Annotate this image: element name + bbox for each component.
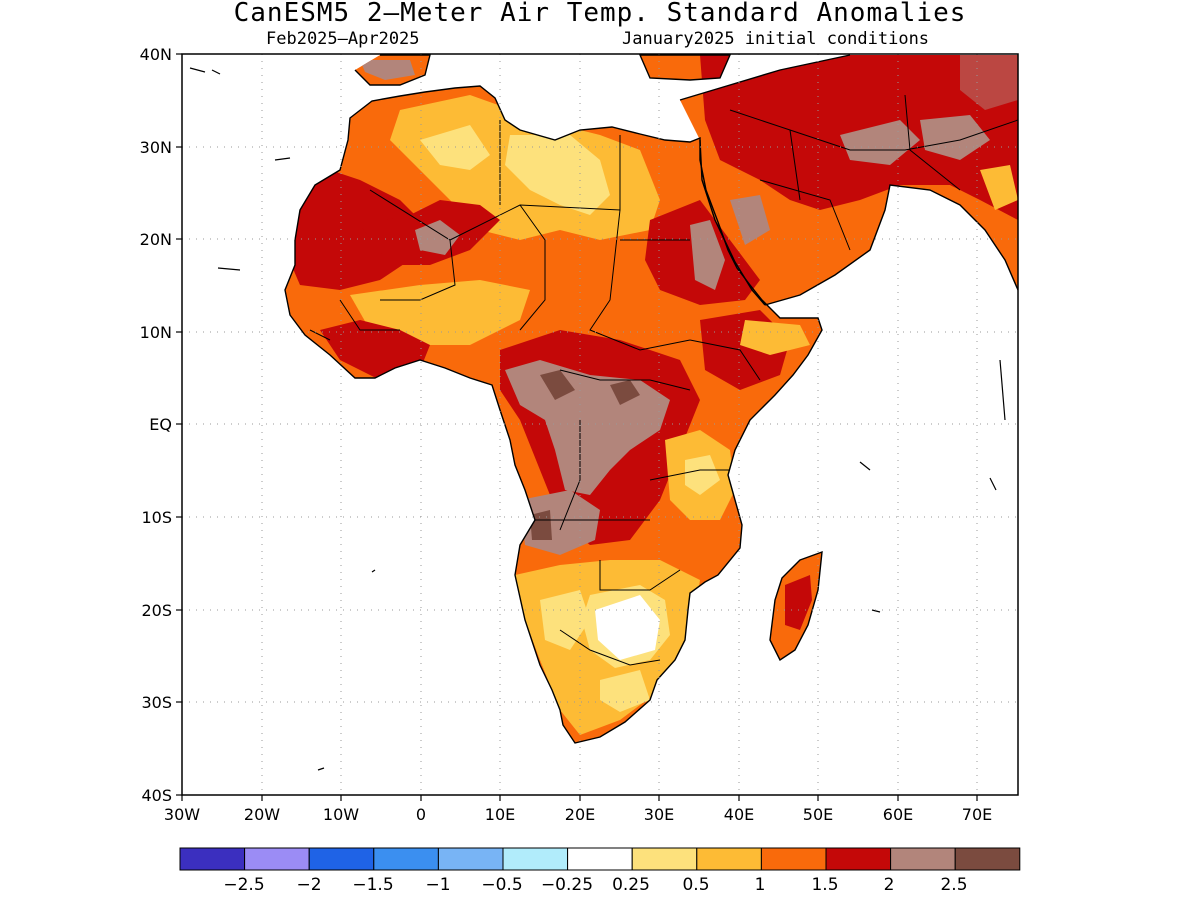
colorbar-swatch <box>631 847 698 871</box>
colorbar-label: 2 <box>884 875 895 895</box>
colorbar-swatch <box>179 847 246 871</box>
colorbar-swatch <box>567 847 633 871</box>
initial-conditions: January2025 initial conditions <box>622 29 930 49</box>
lat-label-10s: 10S <box>141 508 172 527</box>
colorbar-label: −0.5 <box>481 875 522 895</box>
colorbar-label: 1 <box>755 875 766 895</box>
lon-label-60e: 60E <box>883 805 913 824</box>
forecast-period: Feb2025—Apr2025 <box>266 29 420 49</box>
lat-label-30n: 30N <box>140 138 172 157</box>
lon-label-40e: 40E <box>724 805 754 824</box>
colorbar-swatch <box>696 847 762 871</box>
colorbar-label: −2.5 <box>223 875 264 895</box>
colorbar-swatch <box>502 847 569 871</box>
colorbar-swatch <box>954 847 1021 871</box>
lon-label-70e: 70E <box>962 805 992 824</box>
colorbar-swatch <box>825 847 892 871</box>
lat-label-20n: 20N <box>140 230 172 249</box>
lon-label-30w: 30W <box>164 805 200 824</box>
lon-label-20w: 20W <box>244 805 280 824</box>
lon-label-50e: 50E <box>803 805 833 824</box>
colorbar-swatch <box>373 847 439 871</box>
asia-borders <box>729 94 1019 251</box>
country-borders <box>309 120 761 666</box>
colorbar-swatch <box>760 847 827 871</box>
lon-labels: 30W 20W 10W 0 10E 20E 30E 40E 50E 60E 70… <box>164 805 992 824</box>
lon-label-30e: 30E <box>644 805 674 824</box>
colorbar-swatch <box>890 847 956 871</box>
tick-marks <box>176 53 978 801</box>
colorbar-label: 0.25 <box>612 875 650 895</box>
lat-label-20s: 20S <box>141 601 172 620</box>
colorbar-label: 0.5 <box>682 875 709 895</box>
colorbar-swatch <box>308 847 375 871</box>
lat-label-40n: 40N <box>140 45 172 64</box>
colorbar-label: −1 <box>425 875 450 895</box>
colorbar-swatch <box>244 847 310 871</box>
lon-label-0: 0 <box>416 805 426 824</box>
colorbar-labels: −2.5 −2 −1.5 −1 −0.5 −0.25 0.25 0.5 1 1.… <box>223 875 967 895</box>
lat-labels: 40N 30N 20N 10N EQ 10S 20S 30S 40S <box>140 45 172 805</box>
colorbar-label: 1.5 <box>811 875 838 895</box>
coastlines <box>284 54 1018 744</box>
lat-label-40s: 40S <box>141 786 172 805</box>
map-title: CanESM5 2—Meter Air Temp. Standard Anoma… <box>233 0 967 28</box>
lon-label-10w: 10W <box>323 805 359 824</box>
colorbar-label: 2.5 <box>940 875 967 895</box>
colorbar-label: −2 <box>296 875 321 895</box>
lat-label-10n: 10N <box>140 323 172 342</box>
colorbar-label: −1.5 <box>352 875 393 895</box>
lon-label-10e: 10E <box>485 805 515 824</box>
islands <box>189 67 1006 771</box>
lon-label-20e: 20E <box>565 805 595 824</box>
lat-label-eq: EQ <box>149 415 172 434</box>
lat-label-30s: 30S <box>141 693 172 712</box>
colorbar-swatch <box>437 847 504 871</box>
colorbar <box>179 847 1021 871</box>
colorbar-label: −0.25 <box>541 875 593 895</box>
